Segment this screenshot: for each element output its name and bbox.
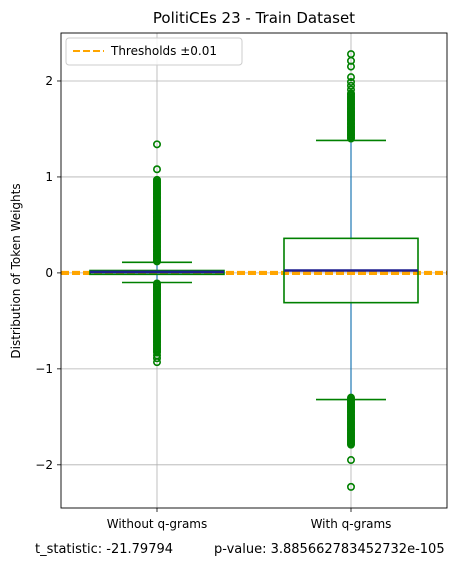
outlier-point: [153, 165, 162, 174]
x-tick-label: Without q-grams: [107, 517, 208, 531]
outlier-point: [153, 279, 162, 288]
box-series: [89, 50, 419, 491]
outlier-point: [346, 456, 355, 465]
y-tick-label: −2: [35, 458, 53, 472]
outlier-point: [153, 358, 162, 367]
outlier-point: [153, 354, 162, 363]
outlier-point: [153, 175, 162, 184]
threshold-lines: [61, 270, 447, 275]
x-tick-label: With q-grams: [311, 517, 392, 531]
outlier-point: [346, 482, 355, 491]
outlier-point: [346, 89, 355, 98]
y-axis-label: Distribution of Token Weights: [9, 183, 23, 358]
outlier-point: [346, 85, 355, 94]
y-tick-label: 2: [45, 74, 53, 88]
outlier-point: [346, 62, 355, 71]
legend: Thresholds ±0.01: [65, 37, 243, 66]
legend-label-thresholds: Thresholds ±0.01: [110, 44, 217, 58]
outlier-point: [153, 140, 162, 149]
p-value-text: p-value: 3.885662783452732e-105: [214, 542, 445, 557]
outlier-point: [346, 393, 355, 402]
outlier-point: [346, 81, 355, 90]
y-tick-label: 1: [45, 170, 53, 184]
axis-ticks: −2 −1 0 1 2 Without q-grams With q-grams: [35, 74, 391, 531]
y-tick-label: −1: [35, 362, 53, 376]
plot-frame: [60, 32, 448, 509]
y-tick-label: 0: [45, 266, 53, 280]
box-plot-chart: PolitiCEs 23 - Train Dataset Distributio…: [9, 9, 448, 531]
outlier-point: [346, 73, 355, 82]
legend-frame: [65, 37, 243, 66]
outlier-point: [346, 77, 355, 86]
chart-title: PolitiCEs 23 - Train Dataset: [153, 9, 355, 27]
t-statistic-text: t_statistic: -21.79794: [35, 542, 174, 557]
